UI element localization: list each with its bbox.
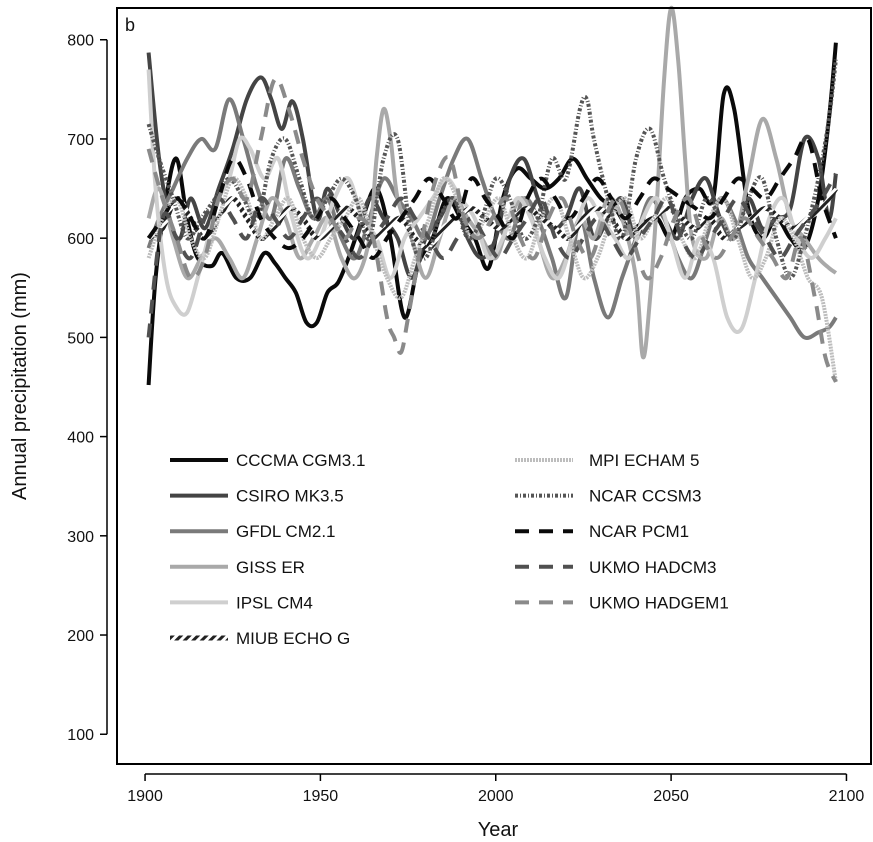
legend-label: GFDL CM2.1: [236, 522, 336, 541]
y-tick-label: 500: [67, 330, 94, 347]
legend-label: UKMO HADGEM1: [589, 593, 729, 612]
legend-item-ipsl-cm4: IPSL CM4: [170, 593, 313, 612]
legend-label: MIUB ECHO G: [236, 629, 350, 648]
y-axis: 100 200 300 400 500 600 700 800: [67, 33, 108, 744]
y-tick-label: 300: [67, 529, 94, 546]
series-line-ukmo-hadcm3: [146, 172, 838, 338]
y-tick-label: 400: [67, 430, 94, 447]
legend-item-ukmo-hadcm3: UKMO HADCM3: [515, 558, 717, 577]
legend-item-giss-er: GISS ER: [170, 558, 305, 577]
legend-label: GISS ER: [236, 558, 305, 577]
legend-item-cccma-cgm3-1: CCCMA CGM3.1: [170, 451, 365, 470]
legend-label: IPSL CM4: [236, 593, 313, 612]
legend-item-ncar-ccsm3: NCAR CCSM3: [515, 487, 701, 506]
panel-label: b: [125, 15, 135, 35]
y-axis-title: Annual precipitation (mm): [9, 272, 31, 500]
x-axis-title: Year: [478, 819, 519, 841]
legend-item-ukmo-hadgem1: UKMO HADGEM1: [515, 593, 729, 612]
plot-frame: [116, 7, 872, 765]
plot-area: [146, 5, 838, 386]
series-line-miub-echo-g: [147, 187, 838, 251]
series-line-ncar-pcm1: [146, 135, 838, 260]
legend-item-miub-echo-g: MIUB ECHO G: [170, 629, 350, 648]
x-tick-label: 2050: [653, 788, 689, 805]
x-tick-label: 2000: [478, 788, 514, 805]
legend-item-mpi-echam-5: MPI ECHAM 5: [515, 451, 700, 470]
legend-item-ncar-pcm1: NCAR PCM1: [515, 522, 689, 541]
legend-label: NCAR PCM1: [589, 522, 689, 541]
legend-label: UKMO HADCM3: [589, 558, 717, 577]
legend-label: CSIRO MK3.5: [236, 487, 344, 506]
series-line-ncar-ccsm3: [146, 59, 838, 280]
y-tick-label: 200: [67, 628, 94, 645]
series-line-ipsl-cm4: [146, 69, 838, 335]
y-tick-label: 600: [67, 231, 94, 248]
x-axis: 1900 1950 2000 2050 2100: [127, 773, 865, 805]
y-tick-label: 700: [67, 132, 94, 149]
y-tick-label: 800: [67, 33, 94, 50]
y-tick-label: 100: [67, 727, 94, 744]
legend-label: MPI ECHAM 5: [589, 451, 700, 470]
x-tick-label: 1950: [303, 788, 339, 805]
legend-item-csiro-mk3-5: CSIRO MK3.5: [170, 487, 344, 506]
x-tick-label: 1900: [127, 788, 163, 805]
series-line-giss-er: [146, 5, 838, 360]
x-tick-label: 2100: [829, 788, 865, 805]
series-line-mpi-echam-5: [146, 176, 838, 383]
legend-label: NCAR CCSM3: [589, 487, 701, 506]
legend-label: CCCMA CGM3.1: [236, 451, 365, 470]
legend-item-gfdl-cm2-1: GFDL CM2.1: [170, 522, 336, 541]
legend: CCCMA CGM3.1 CSIRO MK3.5 GFDL CM2.1 GISS ER…: [170, 451, 729, 648]
series-line-ukmo-hadgem1: [146, 76, 838, 383]
